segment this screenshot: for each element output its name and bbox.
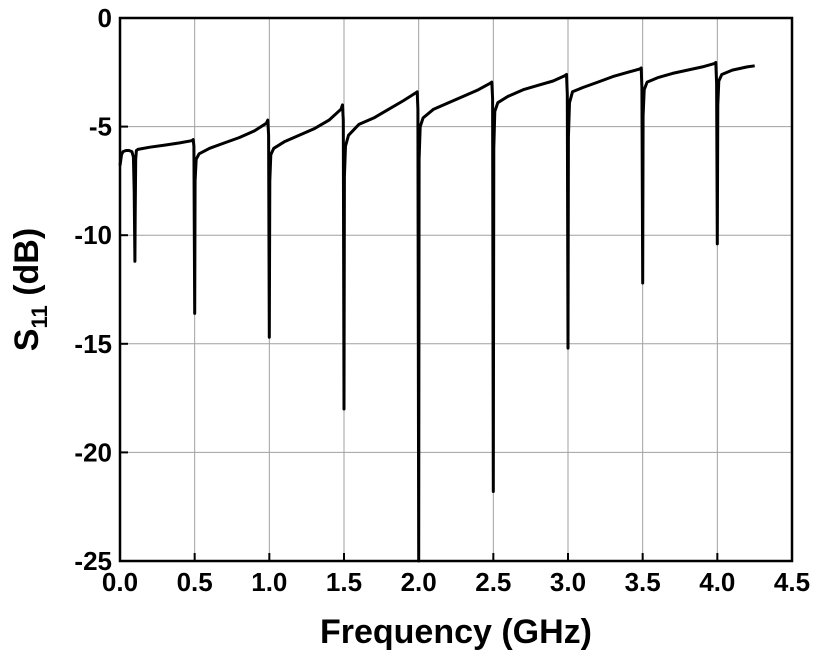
x-tick-label: 4.5 <box>774 567 810 597</box>
x-tick-label: 3.0 <box>550 567 586 597</box>
x-tick-label: 2.5 <box>475 567 511 597</box>
plot-frame <box>118 16 794 563</box>
x-axis-title: Frequency (GHz) <box>320 613 592 651</box>
series-line <box>118 61 755 563</box>
y-tick-label: -25 <box>74 546 112 576</box>
y-tick-label: -5 <box>89 112 112 142</box>
y-axis-title-main: S <box>8 329 46 352</box>
y-axis-title-unit: (dB) <box>8 228 46 305</box>
y-tick-label: -15 <box>74 329 112 359</box>
x-tick-label: 3.5 <box>625 567 661 597</box>
x-tick-label: 0.0 <box>102 567 138 597</box>
x-tick-label: 0.5 <box>177 567 213 597</box>
y-axis-title-subscript: 11 <box>27 305 52 328</box>
y-tick-label: -20 <box>74 437 112 467</box>
y-tick-label: 0 <box>98 3 112 33</box>
y-tick-label: -10 <box>74 220 112 250</box>
x-tick-label: 4.0 <box>699 567 735 597</box>
x-tick-label: 1.0 <box>251 567 287 597</box>
x-tick-label: 2.0 <box>401 567 437 597</box>
y-axis-ticks: 0 -5 -10 -15 -20 -25 <box>74 3 128 576</box>
x-axis-ticks: 0.0 0.5 1.0 1.5 2.0 2.5 3.0 3.5 4.0 4.5 <box>102 553 810 597</box>
y-axis-title: S11 (dB) <box>8 228 52 351</box>
x-tick-label: 1.5 <box>326 567 362 597</box>
